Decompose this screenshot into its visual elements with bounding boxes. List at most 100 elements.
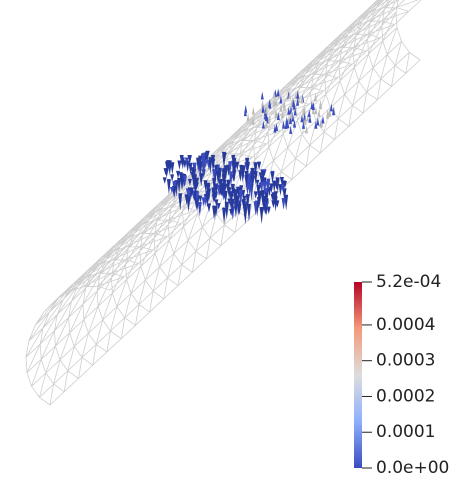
glyph xyxy=(253,191,258,199)
glyph xyxy=(268,100,272,109)
glyph xyxy=(257,161,262,171)
glyph xyxy=(212,205,217,221)
glyph xyxy=(223,190,228,205)
glyph xyxy=(164,168,169,178)
glyph xyxy=(169,187,174,194)
glyph xyxy=(201,197,206,207)
glyph xyxy=(313,93,317,102)
glyph xyxy=(259,207,264,225)
glyph xyxy=(316,117,320,126)
glyph xyxy=(282,180,287,189)
glyph xyxy=(328,108,332,117)
glyph xyxy=(311,106,315,115)
glyph xyxy=(288,91,292,100)
tick-label: 0.0003 xyxy=(376,351,435,371)
glyph xyxy=(213,165,218,173)
tick-label: 0.0001 xyxy=(376,422,435,442)
glyph xyxy=(296,97,300,106)
glyph xyxy=(282,120,286,129)
glyph xyxy=(271,200,276,209)
glyph xyxy=(210,155,215,167)
glyph xyxy=(212,169,217,183)
glyph xyxy=(177,160,182,170)
glyph xyxy=(224,201,229,218)
glyph xyxy=(196,157,201,171)
color-bar: 5.2e-04 0.0004 0.0003 0.0002 0.0001 0.0e+00 xyxy=(354,272,449,478)
glyph xyxy=(232,169,237,183)
glyph xyxy=(269,183,274,194)
glyph xyxy=(187,154,192,163)
glyph xyxy=(267,114,271,123)
glyph xyxy=(261,120,265,129)
glyph xyxy=(261,171,266,179)
glyph xyxy=(291,98,295,107)
glyph xyxy=(273,196,278,212)
glyph xyxy=(274,97,278,106)
glyph xyxy=(265,119,269,128)
glyph xyxy=(300,95,304,104)
glyph xyxy=(287,106,291,115)
glyph xyxy=(272,180,277,193)
glyph xyxy=(182,175,187,186)
glyph xyxy=(199,174,204,187)
glyph xyxy=(253,162,258,178)
glyph xyxy=(227,198,232,205)
glyph xyxy=(222,152,227,160)
glyph xyxy=(264,192,269,205)
glyph xyxy=(197,201,202,217)
glyph xyxy=(314,106,318,115)
glyph xyxy=(272,90,276,99)
glyph xyxy=(214,199,219,208)
glyph xyxy=(270,172,275,183)
glyph xyxy=(250,167,255,186)
glyph xyxy=(261,104,265,113)
glyph xyxy=(279,176,284,187)
glyph xyxy=(205,151,210,160)
glyph xyxy=(260,91,264,100)
tick-label: 0.0002 xyxy=(376,386,435,406)
glyphs xyxy=(162,88,336,225)
glyph xyxy=(237,203,242,215)
glyph xyxy=(205,190,210,208)
glyph xyxy=(192,168,197,182)
glyph xyxy=(311,102,315,111)
glyph xyxy=(178,193,183,211)
glyph xyxy=(198,195,203,203)
glyph xyxy=(235,161,240,171)
glyph xyxy=(303,116,307,125)
glyph xyxy=(228,161,233,175)
glyph xyxy=(292,119,296,128)
glyph xyxy=(253,201,258,216)
glyph xyxy=(265,105,269,114)
tick-label: 0.0004 xyxy=(376,315,435,335)
glyph xyxy=(308,114,312,123)
glyph xyxy=(317,108,321,117)
glyph xyxy=(244,174,249,188)
glyph xyxy=(212,177,217,193)
glyph xyxy=(240,167,245,183)
glyph xyxy=(213,191,218,200)
glyph xyxy=(264,201,269,210)
glyph xyxy=(276,112,280,121)
glyph xyxy=(259,182,264,192)
glyph xyxy=(251,106,255,115)
glyph xyxy=(291,113,295,122)
glyph xyxy=(261,195,266,213)
glyph xyxy=(329,103,333,112)
glyph xyxy=(211,187,216,203)
glyph xyxy=(189,187,194,199)
glyph xyxy=(253,171,258,186)
glyph xyxy=(242,195,247,202)
glyph xyxy=(228,171,233,188)
glyph xyxy=(306,113,310,122)
glyph xyxy=(282,99,286,108)
glyph xyxy=(216,170,221,186)
glyph xyxy=(256,184,261,200)
glyph xyxy=(276,88,280,97)
glyph xyxy=(166,160,171,172)
glyph xyxy=(282,188,287,203)
glyph xyxy=(233,201,238,218)
glyph xyxy=(166,179,171,195)
glyph xyxy=(246,203,251,222)
